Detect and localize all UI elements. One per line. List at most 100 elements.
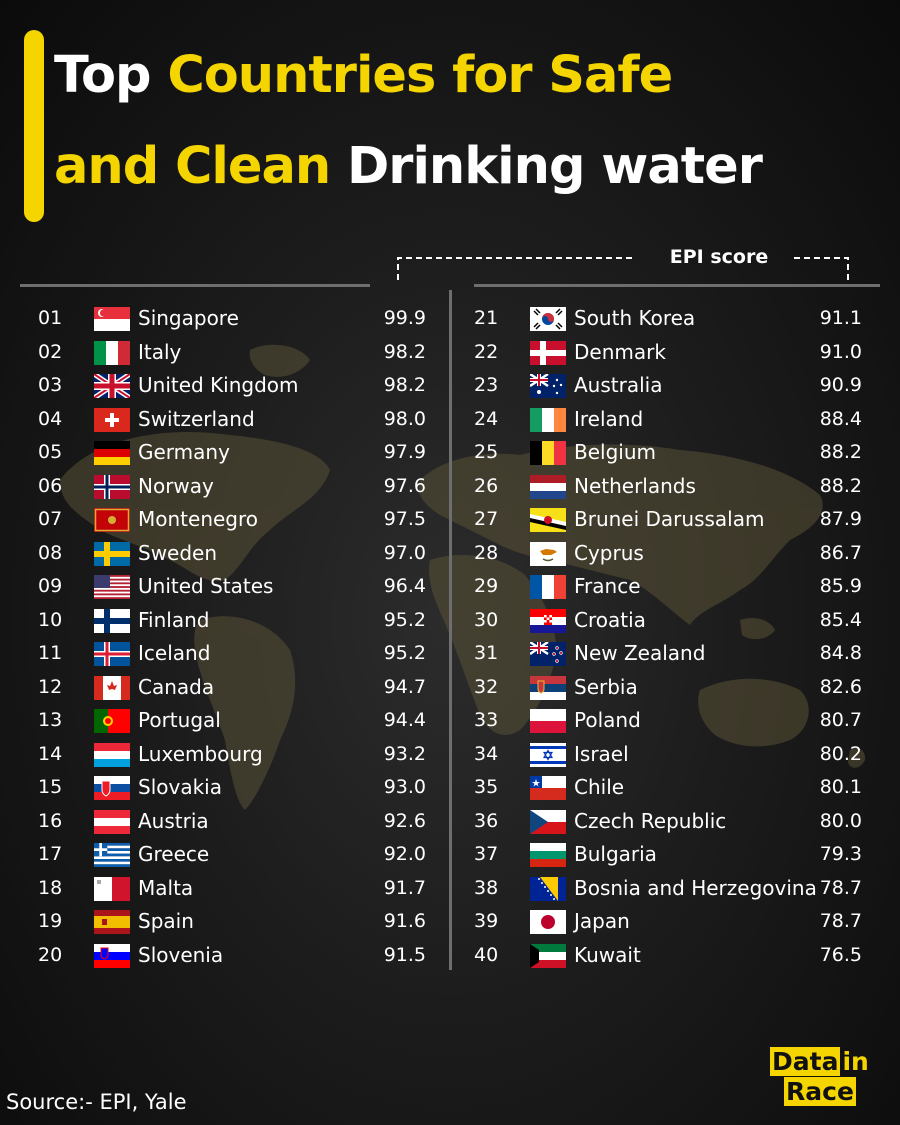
epi-score-value: 76.5: [819, 943, 862, 966]
epi-score-value: 80.7: [819, 709, 862, 731]
germany-flag-icon: [94, 441, 130, 465]
rank-number: 06: [38, 474, 63, 497]
rank-number: 16: [38, 809, 63, 832]
epi-score-value: 91.7: [383, 876, 426, 899]
country-name: France: [574, 574, 641, 598]
ranking-row: 17 Greece 92.0: [0, 838, 440, 872]
poland-flag-icon: [530, 709, 566, 733]
ranking-row: 33 Poland 80.7: [452, 704, 900, 738]
source-credit: Source:- EPI, Yale: [6, 1090, 187, 1114]
country-name: Bulgaria: [574, 842, 657, 866]
montenegro-flag-icon: [94, 508, 130, 532]
ranking-row: 21 South Korea 91.1: [452, 302, 900, 336]
country-name: Denmark: [574, 339, 666, 364]
portugal-flag-icon: [94, 709, 130, 733]
new-zealand-flag-icon: [529, 640, 566, 666]
country-name: Italy: [138, 339, 182, 364]
ranking-row: 26 Netherlands 88.2: [452, 470, 900, 504]
ranking-row: 39 Japan 78.7: [452, 905, 900, 939]
rank-number: 19: [38, 910, 63, 932]
croatia-flag-icon: [530, 608, 566, 633]
epi-score-value: 88.2: [819, 441, 862, 463]
ranking-row: 04 Switzerland 98.0: [0, 403, 440, 437]
country-name: Netherlands: [574, 473, 696, 498]
country-name: Czech Republic: [574, 808, 727, 833]
italy-flag-icon: [94, 340, 130, 365]
finland-flag-icon: [94, 608, 130, 633]
rank-number: 37: [474, 843, 499, 865]
ranking-row: 13 Portugal 94.4: [0, 704, 440, 738]
ranking-row: 29 France 85.9: [452, 570, 900, 604]
belgium-flag-icon: [530, 441, 566, 465]
epi-score-value: 80.1: [819, 776, 862, 798]
country-name: Austria: [138, 808, 209, 833]
country-name: Malta: [138, 875, 194, 900]
rank-number: 18: [38, 876, 63, 899]
epi-score-value: 79.3: [819, 843, 862, 865]
ranking-row: 14 Luxembourg 93.2: [0, 738, 440, 772]
title-accent-bar: [24, 30, 44, 222]
rank-number: 29: [474, 575, 499, 597]
rank-number: 30: [474, 608, 499, 631]
rank-number: 31: [474, 642, 499, 664]
title-part-4: Drinking water: [346, 137, 763, 196]
australia-flag-icon: [529, 372, 566, 398]
epi-score-value: 91.5: [383, 943, 426, 966]
epi-score-value: 78.7: [819, 910, 862, 932]
epi-score-value: 90.9: [819, 374, 862, 396]
left-divider-line: [20, 284, 370, 287]
serbia-flag-icon: [530, 675, 566, 700]
south-korea-flag-icon: [530, 307, 566, 331]
slovenia-flag-icon: [94, 943, 130, 968]
france-flag-icon: [530, 575, 566, 599]
rank-number: 23: [474, 374, 499, 396]
canada-flag-icon: [94, 675, 130, 700]
ranking-row: 16 Austria 92.6: [0, 805, 440, 839]
country-name: United Kingdom: [138, 373, 299, 397]
country-name: New Zealand: [574, 641, 706, 665]
ireland-flag-icon: [530, 407, 566, 432]
epi-score-value: 91.0: [819, 340, 862, 363]
epi-score-value: 86.7: [819, 541, 862, 564]
country-name: Singapore: [138, 306, 239, 330]
country-name: Greece: [138, 842, 210, 866]
bosnia-flag-icon: [530, 876, 566, 901]
epi-score-value: 98.2: [383, 374, 426, 396]
rank-number: 35: [474, 776, 499, 798]
rank-number: 27: [474, 508, 499, 530]
sweden-flag-icon: [94, 541, 130, 566]
epi-score-value: 88.4: [819, 407, 862, 430]
rank-number: 14: [38, 742, 63, 765]
page-title: Top Countries for Safe and Clean Drinkin…: [54, 30, 894, 212]
epi-score-value: 97.6: [383, 474, 426, 497]
ranking-row: 34 Israel 80.2: [452, 738, 900, 772]
country-name: Finland: [138, 607, 210, 632]
epi-score-value: 93.2: [383, 742, 426, 765]
epi-score-value: 95.2: [383, 608, 426, 631]
rank-number: 13: [38, 709, 63, 731]
epi-score-value: 85.4: [819, 608, 862, 631]
ranking-row: 07 Montenegro 97.5: [0, 503, 440, 537]
rank-number: 32: [474, 675, 499, 698]
country-name: Poland: [574, 708, 641, 732]
epi-score-value: 92.6: [383, 809, 426, 832]
ranking-row: 10 Finland 95.2: [0, 604, 440, 638]
chile-flag-icon: [530, 776, 566, 800]
epi-score-value: 82.6: [819, 675, 862, 698]
logo-word-race: Race: [784, 1077, 856, 1106]
cyprus-flag-icon: [530, 541, 566, 566]
rank-number: 21: [474, 307, 499, 329]
iceland-flag-icon: [94, 642, 130, 666]
epi-score-value: 95.2: [383, 642, 426, 664]
bulgaria-flag-icon: [530, 843, 566, 867]
country-name: Canada: [138, 674, 215, 699]
rank-number: 40: [474, 943, 499, 966]
world-map-background: [60, 344, 866, 810]
epi-score-value: 85.9: [819, 575, 862, 597]
country-name: Brunei Darussalam: [574, 507, 765, 531]
ranking-row: 28 Cyprus 86.7: [452, 537, 900, 571]
rank-number: 02: [38, 340, 63, 363]
rank-number: 20: [38, 943, 63, 966]
country-name: Ireland: [574, 406, 644, 431]
country-name: Japan: [574, 909, 630, 933]
